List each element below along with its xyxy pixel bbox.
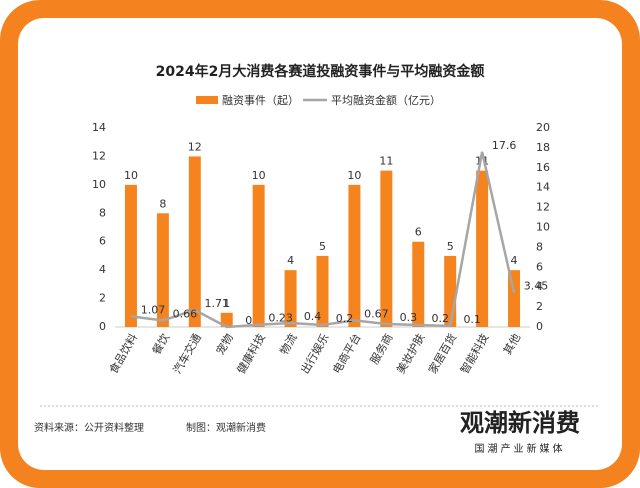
- bar-label: 4: [511, 254, 518, 267]
- line-label: 0.66: [173, 307, 198, 320]
- y-tick-label: 14: [92, 121, 106, 134]
- panel: [18, 18, 622, 470]
- line: [130, 151, 516, 329]
- line-label: 0.3: [400, 311, 418, 324]
- bar: [284, 270, 297, 327]
- bar: [156, 213, 169, 327]
- bar-label: 12: [188, 140, 202, 153]
- logo: 观潮新消费: [460, 409, 580, 437]
- bar-label: 10: [347, 169, 361, 182]
- y-tick-label: 6: [99, 235, 106, 248]
- line-label: 0: [245, 314, 252, 327]
- y2-tick-label: 6: [536, 260, 543, 273]
- legend-swatch: [196, 96, 218, 104]
- y-tick-label: 10: [92, 178, 106, 191]
- line-label: 0.2: [432, 312, 450, 325]
- line-label: 0.67: [364, 307, 389, 320]
- bar-label: 1: [223, 297, 230, 310]
- bar: [220, 312, 233, 327]
- line-label: 3.45: [524, 280, 549, 293]
- bar: [316, 255, 329, 327]
- line-label: 0.1: [463, 313, 481, 326]
- bar-label: 8: [159, 197, 166, 210]
- y-tick-label: 0: [99, 320, 106, 333]
- bar-label: 4: [287, 254, 294, 267]
- legend-label: 平均融资金额（亿元）: [331, 93, 441, 107]
- bar: [476, 170, 489, 327]
- line-label: 0.4: [304, 310, 322, 323]
- y2-tick-label: 10: [536, 221, 550, 234]
- source: 资料来源：公开资料整理: [34, 421, 144, 434]
- y-tick-label: 12: [92, 149, 106, 162]
- line-label: 1.71: [205, 297, 230, 310]
- bar: [252, 184, 265, 327]
- bar-label: 5: [319, 240, 326, 253]
- y2-tick-label: 12: [536, 201, 550, 214]
- y-tick-label: 4: [99, 263, 106, 276]
- line-label: 0.23: [268, 312, 293, 325]
- y2-tick-label: 20: [536, 121, 550, 134]
- y-tick-label: 2: [99, 292, 106, 305]
- y2-tick-label: 18: [536, 141, 550, 154]
- y2-tick-label: 16: [536, 161, 550, 174]
- line-label: 0.2: [336, 312, 354, 325]
- line-label: 1.07: [141, 303, 166, 316]
- bar-label: 5: [447, 240, 454, 253]
- bar-label: 10: [252, 169, 266, 182]
- tagline: 国潮产业新媒体: [475, 442, 566, 455]
- y2-tick-label: 0: [536, 320, 543, 333]
- bar: [188, 156, 201, 327]
- y-tick-label: 8: [99, 206, 106, 219]
- bar: [124, 184, 137, 327]
- bar: [348, 184, 361, 327]
- legend-label: 融资事件（起）: [222, 94, 299, 107]
- bar-label: 11: [379, 155, 393, 168]
- y2-tick-label: 2: [536, 300, 543, 313]
- bar-label: 6: [415, 226, 422, 239]
- y2-tick-label: 4: [536, 280, 543, 293]
- chart-title: 2024年2月大消费各赛道投融资事件与平均融资金额: [156, 63, 485, 80]
- maker: 制图：观潮新消费: [186, 421, 266, 434]
- y2-tick-label: 14: [536, 181, 550, 194]
- bar: [380, 170, 393, 327]
- bar-label: 10: [124, 169, 138, 182]
- y2-tick-label: 8: [536, 240, 543, 253]
- bar: [412, 241, 425, 327]
- line-label: 17.6: [492, 139, 517, 152]
